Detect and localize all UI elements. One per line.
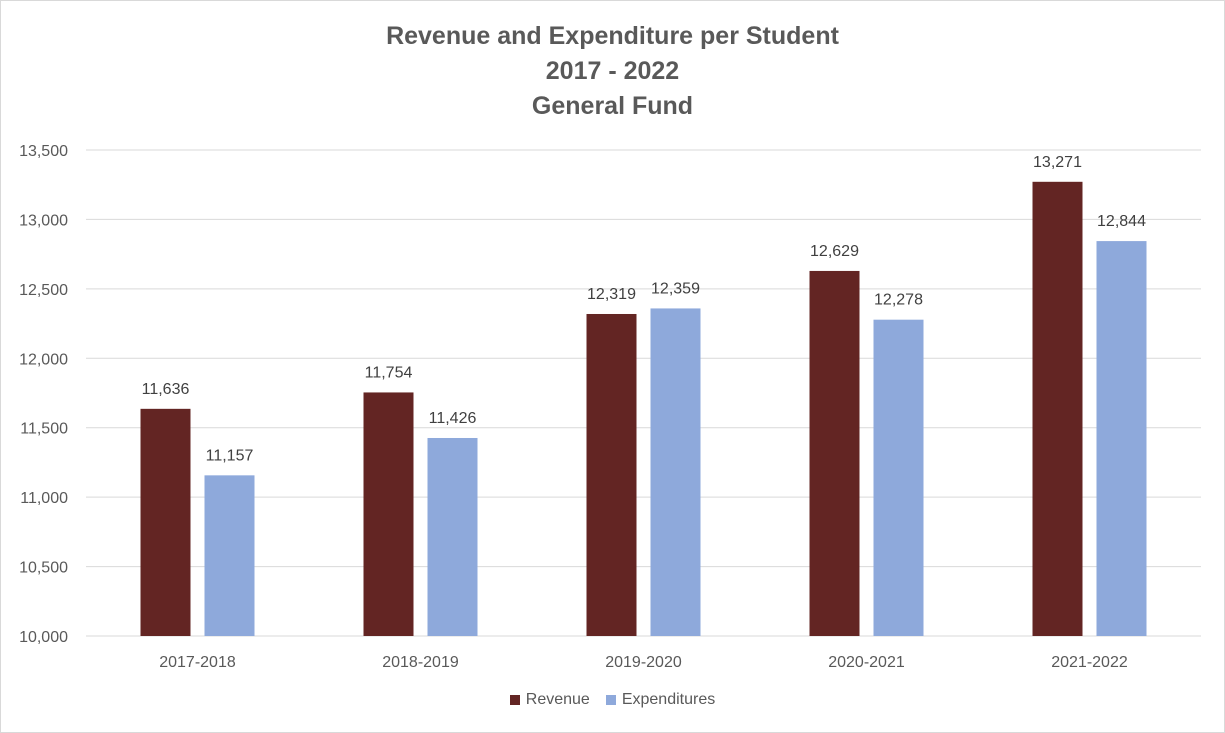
y-tick-label: 11,000 (20, 490, 68, 507)
data-label: 11,636 (142, 381, 190, 398)
bar-revenue (140, 408, 191, 636)
chart-title-line-1: Revenue and Expenditure per Student (386, 22, 839, 50)
bar-expenditures (650, 308, 701, 636)
data-label: 12,844 (1097, 213, 1146, 230)
x-tick-label: 2019-2020 (605, 654, 682, 671)
data-label: 12,319 (587, 286, 636, 303)
y-tick-label: 13,500 (19, 143, 68, 160)
bar-revenue (586, 313, 637, 636)
legend-label-revenue: Revenue (525, 691, 590, 708)
y-tick-label: 11,500 (20, 421, 68, 438)
data-label: 12,278 (874, 292, 923, 309)
data-label: 11,157 (206, 447, 254, 464)
data-label: 12,359 (651, 280, 700, 297)
data-label: 11,754 (365, 364, 413, 381)
chart-title: Revenue and Expenditure per Student 2017… (1, 19, 1224, 124)
legend-swatch-revenue (509, 695, 520, 705)
y-tick-label: 12,000 (19, 351, 68, 368)
bar-expenditures (204, 475, 255, 636)
y-tick-label: 13,000 (19, 212, 68, 229)
legend-swatch-expenditures (605, 695, 616, 705)
data-label: 13,271 (1033, 154, 1082, 171)
bar-expenditures (427, 437, 478, 636)
y-tick-label: 10,000 (19, 629, 68, 646)
x-tick-label: 2020-2021 (828, 654, 905, 671)
bar-revenue (363, 392, 414, 636)
chart-title-line-2: 2017 - 2022 (545, 57, 680, 85)
x-tick-label: 2017-2018 (159, 654, 236, 671)
data-label: 11,426 (429, 410, 477, 427)
data-label: 12,629 (810, 243, 859, 260)
chart-legend: Revenue Expenditures (1, 691, 1224, 709)
legend-label-expenditures: Expenditures (621, 691, 716, 708)
legend-item-expenditures: Expenditures (605, 691, 716, 709)
x-tick-label: 2021-2022 (1051, 654, 1128, 671)
bar-revenue (809, 270, 860, 636)
bar-revenue (1032, 181, 1083, 636)
legend-item-revenue: Revenue (509, 691, 590, 709)
x-tick-label: 2018-2019 (382, 654, 459, 671)
chart-title-line-3: General Fund (531, 92, 694, 120)
y-tick-label: 12,500 (19, 282, 68, 299)
y-tick-label: 10,500 (19, 560, 68, 577)
bar-expenditures (873, 319, 924, 636)
bar-expenditures (1096, 241, 1147, 637)
